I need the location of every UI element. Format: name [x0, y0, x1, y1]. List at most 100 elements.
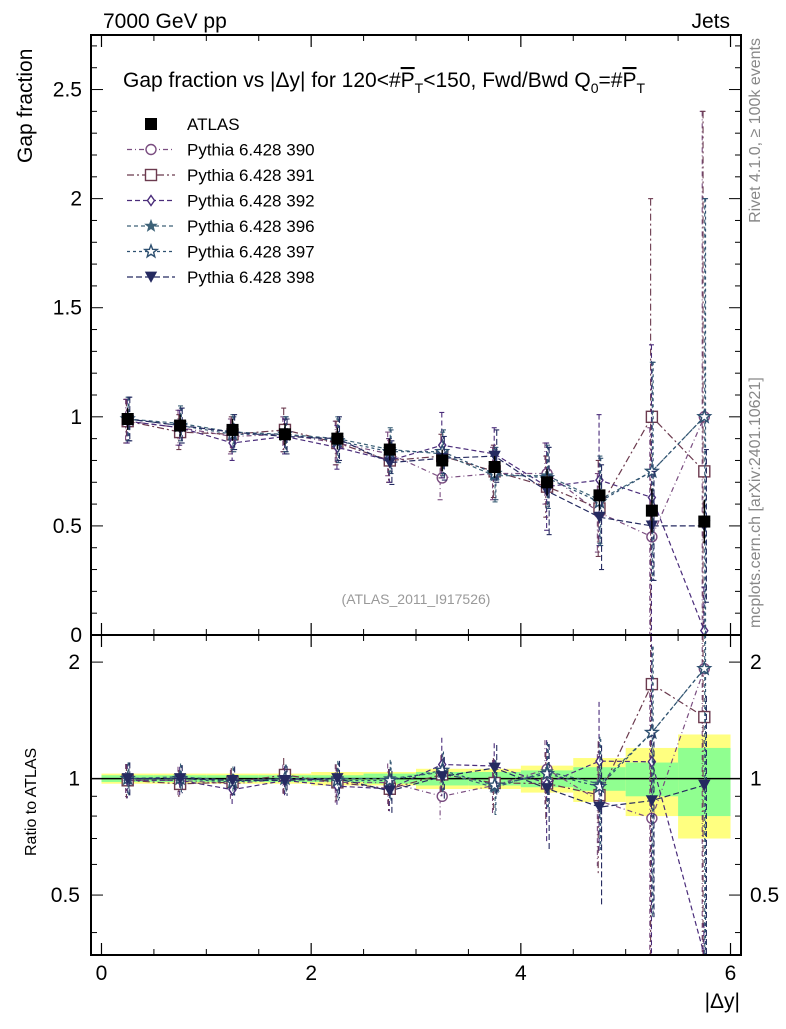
mc-ratio-line [127, 668, 705, 788]
mc-ratio-point [383, 785, 396, 797]
legend-entry-5: Pythia 6.428 396 [127, 217, 315, 236]
legend-label: ATLAS [187, 115, 240, 134]
mc-series-line [127, 416, 705, 538]
mc-ratio-point [488, 762, 501, 774]
mc-series-line [127, 416, 705, 503]
ratio-y-axis-label: Ratio to ATLAS [23, 748, 40, 856]
legend-label: Pythia 6.428 392 [187, 192, 315, 211]
legend-marker [145, 143, 157, 156]
x-axis-label: |Δy| [705, 990, 740, 1013]
legend-marker [142, 242, 160, 259]
mc-ratio-line [127, 683, 705, 796]
mc-ratio-line [127, 767, 705, 808]
ratio-y-tick-label-right: 1 [750, 768, 762, 791]
legend-entry-3: Pythia 6.428 391 [127, 166, 315, 185]
legend-entry-2: Pythia 6.428 390 [127, 141, 315, 160]
atlas-data-point [698, 515, 711, 528]
atlas-data-point [436, 454, 449, 467]
mc-ratio-point [278, 775, 292, 787]
mc-ratio-point [696, 660, 713, 676]
mc-ratio-point [593, 801, 606, 813]
atlas-data-point [174, 419, 187, 432]
mc-ratio-point [173, 773, 187, 785]
rivet-version-label: Rivet 4.1.0, ≥ 100k events [747, 38, 764, 223]
mcplots-label: mcplots.cern.ch [arXiv:2401.10621] [747, 377, 764, 628]
mc-series-5 [119, 198, 713, 636]
ratio-y-tick-label-left: 0.5 [51, 884, 80, 907]
main-panel [119, 110, 713, 637]
mc-ratio-point [645, 795, 659, 807]
mc-point [593, 511, 606, 524]
atlas-data-point [121, 413, 134, 425]
legend: ATLAS Pythia 6.428 390 Pythia 6.428 391 Pyt… [127, 115, 315, 287]
legend-entry-4: Pythia 6.428 392 [127, 192, 315, 211]
axis-ticks: 0 2 4 6 0.5 1 1.5 2 2.5 0 0.5 0.5 1 1 2 2 [51, 35, 779, 985]
mc-ratio-point [591, 778, 608, 794]
y-tick-label: 0.5 [53, 515, 82, 538]
mc-series-line [127, 420, 705, 631]
ratio-y-tick-label-left: 1 [68, 768, 80, 791]
atlas-data-point [488, 461, 501, 473]
mc-ratio-series-6 [121, 696, 711, 955]
analysis-watermark: (ATLAS_2011_I917526) [342, 591, 491, 607]
y-tick-label: 1 [70, 406, 82, 429]
y-tick-label: 1.5 [53, 297, 82, 320]
mc-series-line [127, 416, 705, 501]
mc-series-line [127, 415, 705, 510]
legend-marker [144, 271, 158, 283]
mc-series-1 [121, 110, 711, 635]
header-energy-label: 7000 GeV pp [103, 10, 227, 33]
mc-point [643, 462, 661, 479]
atlas-data-point [593, 489, 606, 502]
legend-label: Pythia 6.428 391 [187, 166, 315, 185]
mc-ratio-line [127, 668, 705, 820]
legend-marker [146, 194, 156, 207]
atlas-data-point [541, 476, 554, 489]
atlas-data-point [645, 504, 658, 517]
x-tick-label: 2 [305, 962, 317, 985]
mc-ratio-point [226, 774, 239, 787]
mc-series-4 [120, 198, 712, 636]
x-tick-label: 6 [725, 962, 737, 985]
y-tick-label-zero: 0 [70, 624, 82, 647]
header-jets-label: Jets [691, 10, 730, 33]
legend-label: Pythia 6.428 396 [187, 217, 315, 236]
atlas-data-point [383, 443, 396, 456]
ratio-panel [91, 635, 741, 956]
atlas-data-point [278, 428, 291, 441]
y-axis-label: Gap fraction [14, 49, 37, 163]
ratio-y-tick-label-right: 0.5 [750, 884, 779, 907]
ratio-y-tick-label-right: 2 [750, 651, 762, 674]
mc-ratio-point [643, 723, 661, 740]
mc-ratio-point [436, 771, 449, 783]
legend-entry-7: Pythia 6.428 398 [127, 268, 315, 287]
legend-marker [145, 118, 157, 130]
plot-title: Gap fraction vs |Δy| for 120<#PT<150, Fw… [123, 69, 646, 96]
mc-ratio-line [127, 760, 705, 956]
y-tick-label: 2.5 [53, 79, 82, 102]
mc-series-2 [121, 110, 711, 636]
mc-ratio-point [121, 773, 134, 785]
legend-label: Pythia 6.428 398 [187, 268, 315, 287]
mc-ratio-point [381, 772, 398, 788]
legend-label: Pythia 6.428 390 [187, 141, 315, 160]
legend-entry-1: ATLAS [145, 115, 240, 134]
atlas-data-series [121, 408, 711, 544]
mc-series-line [127, 418, 705, 527]
atlas-data-point [331, 432, 344, 445]
legend-marker [144, 218, 158, 232]
mc-ratio-point [331, 773, 344, 785]
y-tick-label: 2 [70, 188, 82, 211]
mc-point [696, 408, 713, 424]
mc-series-6 [121, 396, 711, 603]
legend-entry-6: Pythia 6.428 397 [127, 243, 315, 262]
x-tick-label: 4 [515, 962, 527, 985]
mc-ratio-point [486, 776, 503, 793]
mc-ratio-point [698, 779, 711, 792]
atlas-data-point [226, 423, 239, 436]
ratio-y-tick-label-left: 2 [68, 651, 80, 674]
mc-ratio-point [540, 783, 554, 795]
x-tick-label: 0 [96, 962, 108, 985]
legend-marker [144, 168, 158, 182]
